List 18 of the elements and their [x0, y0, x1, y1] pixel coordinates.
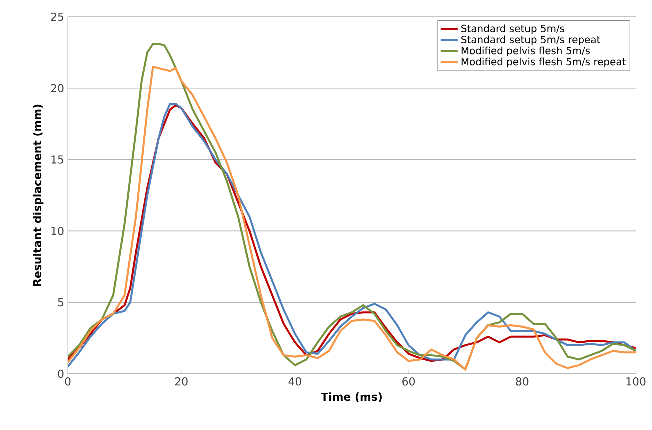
- x-tick-label: 0: [65, 378, 71, 386]
- x-axis-title: Time (ms): [321, 392, 382, 402]
- legend-label: Modified pelvis flesh 5m/s: [462, 46, 590, 57]
- legend-label: Standard setup 5m/s: [462, 24, 565, 34]
- x-tick-label: 20: [175, 378, 188, 386]
- y-tick-label: 5: [58, 298, 64, 307]
- legend-label: Modified pelvis flesh 5m/s repeat: [462, 58, 626, 68]
- legend-label: Standard setup 5m/s repeat: [462, 36, 600, 46]
- x-tick-label: 40: [288, 378, 302, 386]
- x-tick-label: 100: [626, 378, 646, 386]
- x-tick-label: 60: [402, 378, 416, 386]
- y-tick-label: 15: [52, 156, 64, 164]
- y-axis-title: Resultant displacement (mm): [33, 104, 44, 286]
- y-tick-label: 25: [51, 12, 64, 22]
- y-tick-label: 20: [51, 84, 64, 93]
- y-tick-label: 0: [58, 370, 64, 378]
- y-tick-label: 10: [52, 227, 64, 236]
- x-tick-label: 80: [516, 378, 529, 386]
